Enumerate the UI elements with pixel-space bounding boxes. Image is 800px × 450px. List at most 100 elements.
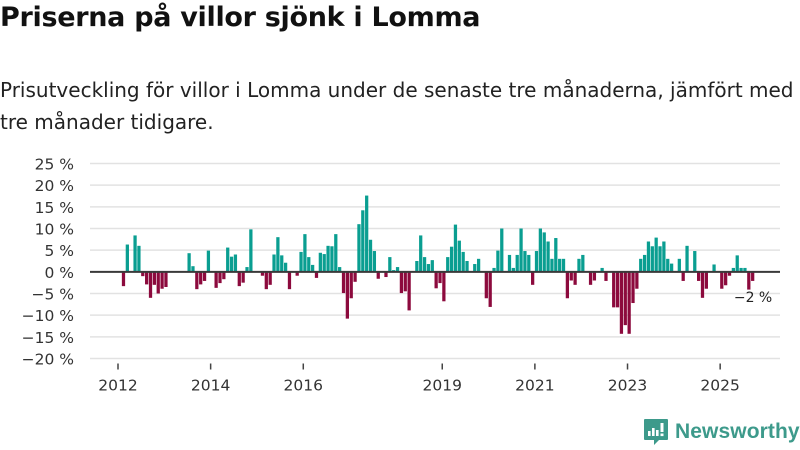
bar	[507, 254, 512, 272]
bar	[569, 271, 573, 281]
bar	[751, 271, 755, 281]
bar	[311, 264, 315, 272]
bar	[712, 264, 716, 272]
bar	[276, 237, 280, 272]
bar	[727, 271, 732, 276]
bar	[260, 271, 265, 276]
bar	[554, 238, 558, 272]
bar	[646, 241, 651, 272]
bar	[627, 271, 631, 334]
bar	[654, 237, 658, 272]
bar	[747, 271, 751, 290]
bar	[550, 258, 554, 272]
bar	[465, 261, 469, 272]
bar	[492, 267, 496, 272]
bar	[592, 271, 597, 281]
bar	[565, 271, 570, 299]
bar	[164, 271, 168, 287]
bar	[577, 258, 581, 272]
bar	[453, 224, 458, 272]
bar	[442, 271, 446, 302]
bar	[229, 256, 234, 272]
bar	[542, 232, 546, 272]
bar	[415, 261, 419, 272]
x-axis: 2012 2014 2016 2019 2021 2023 2025	[98, 363, 740, 395]
chart-subtitle: Prisutveckling för villor i Lomma under …	[0, 78, 794, 134]
bar	[449, 246, 454, 272]
bar	[322, 254, 326, 272]
bar	[191, 266, 195, 272]
bar	[160, 271, 164, 289]
bar	[156, 271, 160, 294]
bar	[604, 271, 608, 281]
bar	[600, 267, 604, 272]
y-tick-label: −5 %	[31, 286, 74, 304]
y-tick-label: 0 %	[44, 264, 74, 282]
bar	[338, 267, 342, 272]
bar	[372, 251, 377, 272]
bar	[511, 267, 515, 272]
bar	[287, 271, 292, 290]
bar	[125, 244, 129, 272]
bar	[264, 271, 268, 290]
bar	[199, 271, 203, 285]
bar	[658, 246, 662, 272]
y-tick-label: 10 %	[35, 221, 74, 239]
bar	[202, 271, 207, 281]
bar	[681, 271, 685, 281]
bar	[515, 254, 519, 272]
bar	[299, 251, 303, 272]
bar	[677, 258, 681, 272]
bar	[461, 251, 465, 272]
bar	[345, 271, 349, 319]
bar	[561, 258, 566, 272]
bar	[241, 271, 245, 283]
bar	[496, 250, 500, 272]
bar	[693, 251, 697, 272]
bar	[446, 257, 450, 272]
bar	[349, 271, 353, 299]
bar	[407, 271, 411, 311]
bar	[233, 254, 238, 272]
bar	[534, 251, 539, 272]
bar	[341, 271, 346, 294]
bar	[384, 271, 388, 278]
bar	[283, 262, 288, 272]
y-tick-label: 15 %	[35, 199, 74, 217]
gridlines	[90, 162, 780, 360]
x-tick-label: 2012	[98, 377, 137, 395]
bar	[187, 253, 191, 272]
bar	[430, 260, 434, 272]
bar	[623, 271, 627, 326]
annotations: −2 %	[734, 290, 772, 306]
bar	[588, 271, 593, 285]
bar	[361, 210, 365, 272]
bar	[326, 245, 330, 272]
bar	[419, 235, 423, 272]
brand-name: Newsworthy	[675, 420, 800, 443]
bar	[457, 240, 461, 272]
x-tick-label: 2023	[608, 377, 647, 395]
bar	[704, 271, 708, 289]
bar	[249, 229, 253, 272]
newsworthy-brand[interactable]: Newsworthy	[643, 418, 800, 446]
bar	[685, 245, 689, 272]
bar	[438, 271, 442, 284]
bar	[558, 258, 562, 272]
bar	[724, 271, 728, 286]
bar	[307, 257, 311, 272]
bar	[303, 234, 307, 272]
bar	[237, 271, 241, 287]
bar	[519, 228, 523, 272]
bar	[206, 250, 211, 272]
bar	[476, 258, 481, 272]
bar	[527, 254, 531, 272]
bar	[399, 271, 404, 294]
bar	[666, 258, 670, 272]
bar	[218, 271, 222, 284]
chart-title: Priserna på villor sjönk i Lomma	[0, 2, 481, 33]
bar	[422, 257, 427, 272]
bar	[133, 235, 137, 272]
bar	[403, 271, 407, 292]
y-tick-label: −10 %	[22, 307, 74, 325]
